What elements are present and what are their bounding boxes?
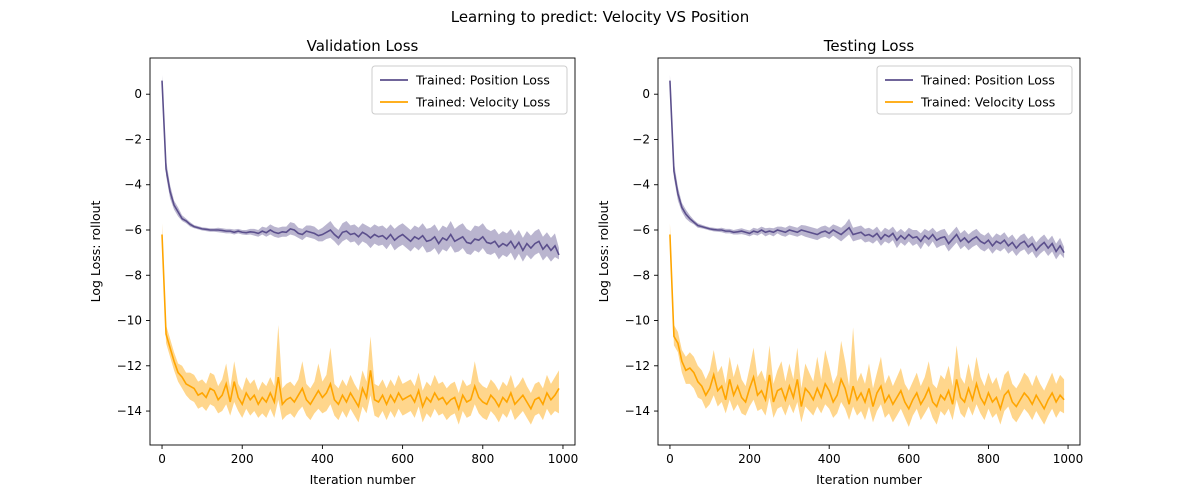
testing-xtick-label: 0 [666,452,674,466]
testing-ytick-label: −8 [632,268,650,282]
validation-axes-frame [149,57,576,446]
testing-ytick-label: −6 [632,223,650,237]
figure-suptitle: Learning to predict: Velocity VS Positio… [451,8,750,26]
validation-series-1-band [162,223,559,425]
validation-series-0-line [161,80,560,256]
testing-title: Testing Loss [823,37,915,55]
testing-loss-axes: Testing Loss 0 200 400 600 800 1000 0 −2 −4 −6 −8 −1… [596,37,1083,487]
testing-ytick-label: −4 [632,178,650,192]
validation-ytick-label: −14 [117,404,142,418]
testing-legend: Trained: Position Loss Trained: Velocity … [876,65,1073,115]
testing-ytick-label: −14 [625,404,650,418]
testing-ytick-label: −10 [625,314,650,328]
validation-legend-label-0: Trained: Position Loss [415,73,550,88]
validation-legend: Trained: Position Loss Trained: Velocity … [371,65,568,115]
validation-xtick-label: 200 [231,452,254,466]
validation-xtick-label: 800 [471,452,494,466]
testing-legend-box [876,65,1073,115]
testing-series-1-line [669,234,1065,412]
validation-xlabel: Iteration number [310,472,417,487]
testing-xtick-label: 400 [818,452,841,466]
validation-xtick-label: 600 [391,452,414,466]
validation-xtick-label: 1000 [548,452,579,466]
validation-title: Validation Loss [307,37,419,55]
testing-ytick-label: −12 [625,359,650,373]
validation-ytick-label: −8 [124,268,142,282]
testing-axes-frame [657,57,1081,446]
testing-legend-label-1: Trained: Velocity Loss [920,95,1055,110]
validation-series-1-line [161,234,560,412]
validation-xtick-label: 0 [158,452,166,466]
testing-legend-label-0: Trained: Position Loss [920,73,1055,88]
validation-ytick-label: 0 [134,87,142,101]
validation-ylabel: Log Loss: rollout [88,200,103,302]
validation-loss-axes: Validation Loss 0 200 400 600 800 1000 0 −2 −4 −6 −… [88,37,578,487]
testing-xtick-label: 800 [977,452,1000,466]
testing-xtick-label: 200 [738,452,761,466]
testing-ylabel: Log Loss: rollout [596,200,611,302]
validation-legend-box [371,65,568,115]
validation-ytick-label: −4 [124,178,142,192]
testing-xlabel: Iteration number [816,472,923,487]
validation-ytick-label: −10 [117,314,142,328]
testing-xtick-label: 1000 [1053,452,1084,466]
testing-xtick-label: 600 [897,452,920,466]
testing-ytick-label: −2 [632,132,650,146]
validation-legend-label-1: Trained: Velocity Loss [415,95,550,110]
validation-ytick-label: −12 [117,359,142,373]
testing-series-0-line [669,80,1065,254]
validation-ytick-label: −2 [124,132,142,146]
validation-ytick-label: −6 [124,223,142,237]
testing-ytick-label: 0 [642,87,650,101]
testing-series-1-band [669,223,1065,427]
validation-xtick-label: 400 [311,452,334,466]
